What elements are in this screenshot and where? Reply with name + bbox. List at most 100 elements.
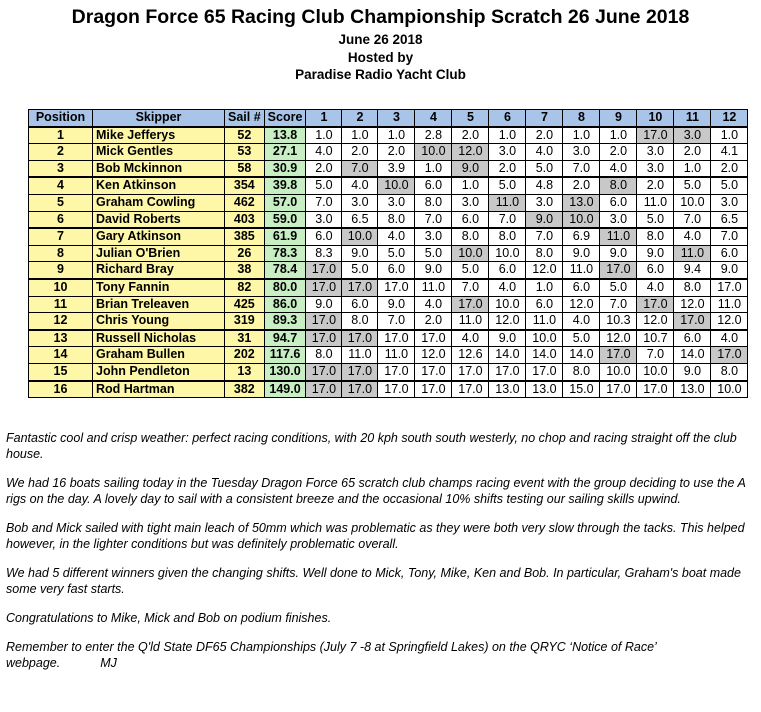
race-result-dropped-cell: 10.0 — [377, 176, 416, 195]
race-result-cell: 2.0 — [305, 159, 343, 178]
race-result-cell: 14.0 — [525, 346, 564, 364]
race-result-cell: 6.9 — [562, 227, 601, 246]
score-cell: 89.3 — [263, 312, 307, 331]
score-cell: 149.0 — [263, 379, 307, 399]
header-race-2: 2 — [341, 108, 379, 128]
race-result-dropped-cell: 10.0 — [451, 244, 490, 263]
race-result-cell: 11.0 — [636, 193, 675, 212]
table-header-row: Position Skipper Sail # Score 1 2 3 4 5 … — [28, 108, 749, 128]
race-result-cell: 4.0 — [377, 227, 416, 246]
race-result-cell: 5.0 — [414, 244, 453, 263]
skipper-cell: Tony Fannin — [92, 277, 225, 297]
table-row: 11 Brian Treleaven 425 86.0 9.0 6.0 9.0 4.0 17.0… — [28, 295, 749, 314]
position-cell: 6 — [28, 210, 93, 229]
table-row: 14 Graham Bullen 202 117.6 8.0 11.0 11.0 12.0 12… — [28, 346, 749, 364]
race-result-cell: 1.0 — [710, 126, 749, 145]
table-row: 3 Bob Mckinnon 58 30.9 2.0 7.0 3.9 1.0 9.0 2.0 5.0… — [28, 159, 749, 178]
position-cell: 5 — [28, 193, 93, 212]
position-cell: 2 — [28, 143, 93, 161]
sail-number-cell: 38 — [224, 261, 265, 280]
race-result-cell: 12.0 — [525, 261, 564, 280]
race-result-cell: 2.0 — [377, 143, 416, 161]
race-result-dropped-cell: 10.0 — [414, 143, 453, 161]
race-result-dropped-cell: 17.0 — [305, 379, 343, 399]
sail-number-cell: 382 — [224, 379, 265, 399]
sail-number-cell: 425 — [224, 295, 265, 314]
race-result-cell: 5.0 — [305, 176, 343, 195]
race-result-cell: 17.0 — [451, 379, 490, 399]
race-result-dropped-cell: 7.0 — [341, 159, 379, 178]
race-result-dropped-cell: 17.0 — [305, 312, 343, 331]
race-result-cell: 5.0 — [636, 210, 675, 229]
race-result-cell: 4.8 — [525, 176, 564, 195]
position-cell: 1 — [28, 126, 93, 145]
race-result-cell: 6.0 — [673, 328, 712, 348]
race-result-cell: 11.0 — [525, 312, 564, 331]
race-result-cell: 3.0 — [377, 193, 416, 212]
race-result-dropped-cell: 11.0 — [488, 193, 527, 212]
race-result-dropped-cell: 8.0 — [599, 176, 638, 195]
race-result-dropped-cell: 12.0 — [451, 143, 490, 161]
race-result-cell: 9.0 — [710, 261, 749, 280]
position-cell: 15 — [28, 362, 93, 382]
race-result-cell: 6.0 — [414, 176, 453, 195]
race-result-cell: 7.0 — [305, 193, 343, 212]
race-result-cell: 5.0 — [377, 244, 416, 263]
position-cell: 13 — [28, 328, 93, 348]
sail-number-cell: 26 — [224, 244, 265, 263]
race-result-dropped-cell: 11.0 — [599, 227, 638, 246]
race-result-cell: 4.0 — [673, 227, 712, 246]
page-title: Dragon Force 65 Racing Club Championship… — [71, 6, 690, 28]
race-result-dropped-cell: 9.0 — [525, 210, 564, 229]
race-result-cell: 3.0 — [599, 210, 638, 229]
race-result-cell: 14.0 — [562, 346, 601, 364]
race-result-cell: 10.7 — [636, 328, 675, 348]
race-result-cell: 12.0 — [414, 346, 453, 364]
table-row: 13 Russell Nicholas 31 94.7 17.0 17.0 17.0 17.0… — [28, 328, 749, 348]
race-result-cell: 4.0 — [710, 328, 749, 348]
race-result-cell: 17.0 — [451, 362, 490, 382]
race-result-dropped-cell: 17.0 — [636, 295, 675, 314]
skipper-cell: Gary Atkinson — [92, 227, 225, 246]
score-cell: 94.7 — [263, 328, 307, 348]
race-result-cell: 9.4 — [673, 261, 712, 280]
race-result-cell: 7.0 — [710, 227, 749, 246]
score-cell: 59.0 — [263, 210, 307, 229]
table-row: 4 Ken Atkinson 354 39.8 5.0 4.0 10.0 6.0 1.0 5.0 4… — [28, 176, 749, 195]
skipper-cell: Graham Cowling — [92, 193, 225, 212]
race-result-cell: 1.0 — [414, 159, 453, 178]
skipper-cell: Chris Young — [92, 312, 225, 331]
race-result-dropped-cell: 17.0 — [341, 277, 379, 297]
skipper-cell: Ken Atkinson — [92, 176, 225, 195]
race-result-dropped-cell: 3.0 — [673, 126, 712, 145]
notes-podium: Congratulations to Mike, Mick and Bob on… — [6, 611, 332, 625]
race-result-cell: 8.3 — [305, 244, 343, 263]
race-result-cell: 5.0 — [451, 261, 490, 280]
race-result-dropped-cell: 13.0 — [562, 193, 601, 212]
notes-weather: Fantastic cool and crisp weather: perfec… — [6, 431, 737, 461]
race-result-cell: 14.0 — [488, 346, 527, 364]
race-result-dropped-cell: 17.0 — [710, 346, 749, 364]
race-result-cell: 5.0 — [488, 176, 527, 195]
score-cell: 27.1 — [263, 143, 307, 161]
header-skipper: Skipper — [92, 108, 225, 128]
score-cell: 80.0 — [263, 277, 307, 297]
skipper-cell: David Roberts — [92, 210, 225, 229]
race-result-cell: 8.0 — [341, 312, 379, 331]
race-result-cell: 8.0 — [414, 193, 453, 212]
race-result-cell: 7.0 — [562, 159, 601, 178]
race-result-cell: 6.0 — [305, 227, 343, 246]
race-result-cell: 13.0 — [673, 379, 712, 399]
race-result-cell: 8.0 — [525, 244, 564, 263]
race-result-cell: 17.0 — [599, 379, 638, 399]
race-result-dropped-cell: 11.0 — [673, 244, 712, 263]
race-result-cell: 2.0 — [562, 176, 601, 195]
race-result-cell: 4.0 — [525, 143, 564, 161]
race-result-cell: 1.0 — [488, 126, 527, 145]
score-cell: 86.0 — [263, 295, 307, 314]
header-race-7: 7 — [525, 108, 564, 128]
race-result-cell: 12.0 — [673, 295, 712, 314]
race-result-cell: 2.8 — [414, 126, 453, 145]
race-result-dropped-cell: 17.0 — [599, 346, 638, 364]
race-result-cell: 2.0 — [673, 143, 712, 161]
